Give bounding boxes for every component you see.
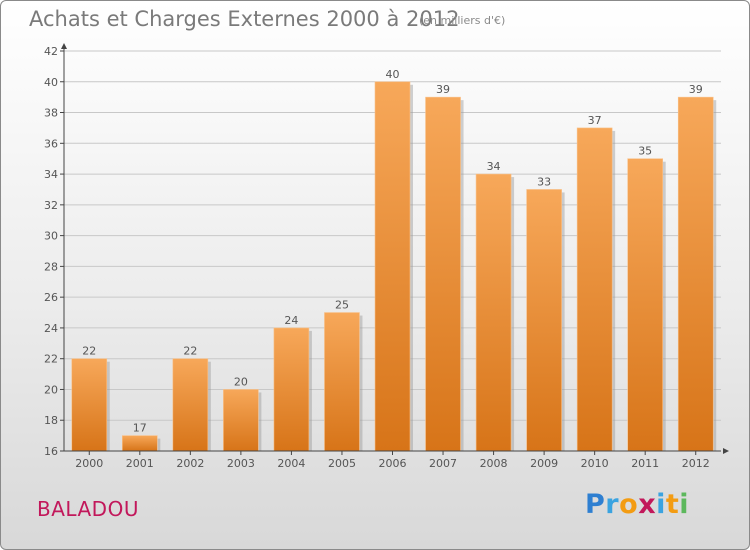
bar-value-label: 35 [638,145,652,158]
bar [71,358,108,452]
chart-unit-note: (en milliers d'€) [419,14,506,27]
bar-value-label: 34 [487,160,501,173]
bar [526,189,562,452]
logo-letter: t [665,489,680,520]
logo-letter: o [619,489,639,520]
bar-value-label: 22 [82,345,96,358]
y-tick-label: 16 [44,445,58,458]
logo-letter: i [679,489,690,520]
x-axis-arrow [723,448,729,454]
y-tick-label: 18 [44,414,58,427]
bar-value-label: 17 [133,422,147,435]
bar [677,96,714,452]
y-tick-label: 36 [44,137,58,150]
x-tick-label: 2006 [379,457,407,470]
x-tick-label: 2004 [277,457,305,470]
logo-letter: i [656,489,666,520]
bar-value-label: 25 [335,299,349,312]
bar-value-label: 39 [436,83,450,96]
bar [172,358,209,452]
bar [475,173,512,452]
labels: 16 18 20 22 24 26 28 30 32 34 36 38 40 42 22 2000 17 2001… [44,45,710,470]
x-tick-label: 2008 [480,457,508,470]
bar [576,127,613,452]
bar-value-label: 24 [284,314,298,327]
x-tick-label: 2011 [631,457,659,470]
y-tick-label: 20 [44,383,58,396]
bars [71,81,717,452]
bar-value-label: 40 [386,68,400,81]
y-tick-label: 30 [44,230,58,243]
bar-value-label: 39 [689,83,703,96]
y-tick-label: 24 [44,322,58,335]
axes [60,43,729,455]
y-tick-label: 26 [44,291,58,304]
x-tick-label: 2009 [530,457,558,470]
logo-letter: P [585,489,606,520]
x-tick-label: 2005 [328,457,356,470]
bar [273,327,310,452]
x-tick-label: 2001 [126,457,154,470]
bar-value-label: 37 [588,114,602,127]
y-tick-label: 42 [44,45,58,58]
x-tick-label: 2003 [227,457,255,470]
y-tick-label: 22 [44,353,58,366]
x-tick-label: 2002 [176,457,204,470]
y-tick-label: 40 [44,76,58,89]
x-tick-label: 2010 [581,457,609,470]
bar [122,435,158,452]
bar-value-label: 22 [183,345,197,358]
place-name: BALADOU [37,497,139,521]
logo-letter: r [605,489,620,520]
bar-value-label: 33 [537,175,551,188]
bar [223,389,259,452]
y-axis-arrow [61,43,67,49]
y-tick-label: 34 [44,168,58,181]
bar [324,312,360,452]
chart-title: Achats et Charges Externes 2000 à 2012 [29,7,460,31]
y-tick-label: 38 [44,107,58,120]
x-tick-label: 2012 [682,457,710,470]
bar [425,96,461,452]
bar [374,81,411,452]
logo-letter: x [638,489,657,520]
y-tick-label: 28 [44,260,58,273]
bar [627,158,663,452]
x-tick-label: 2000 [75,457,103,470]
bar-value-label: 20 [234,375,248,388]
x-tick-label: 2007 [429,457,457,470]
proxiti-logo: Proxiti [585,489,689,520]
y-tick-label: 32 [44,199,58,212]
